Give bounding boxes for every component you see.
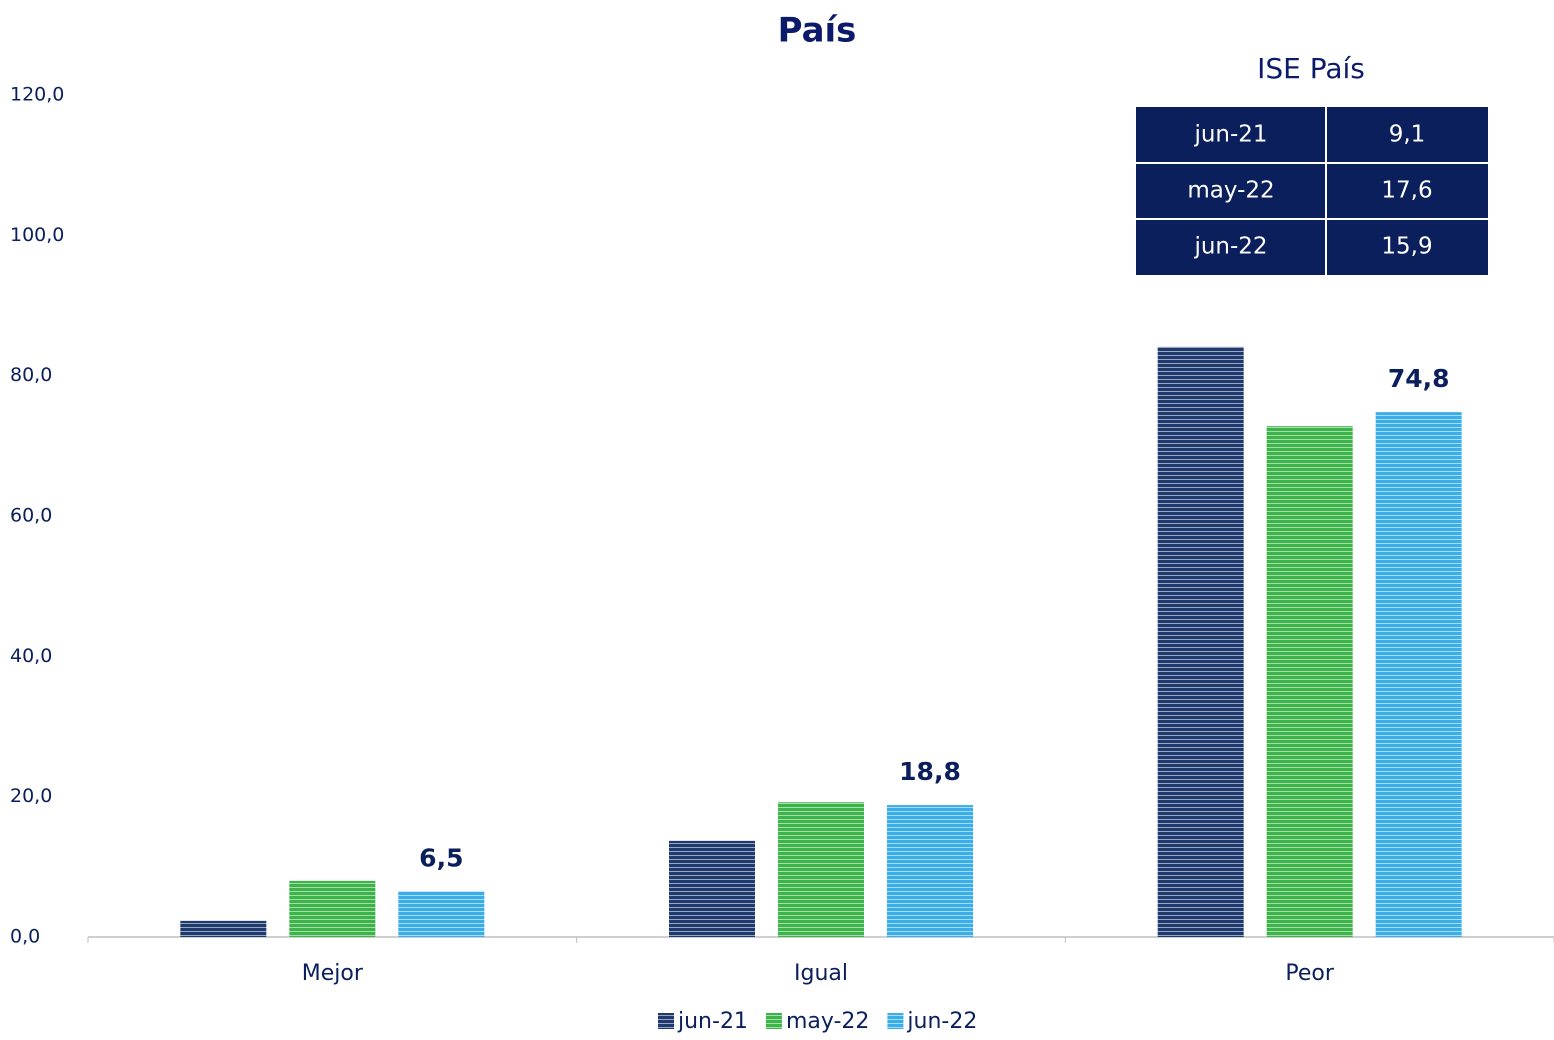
y-tick-label: 120,0: [10, 84, 64, 106]
legend-swatch: [765, 1013, 782, 1029]
table-cell: 9,1: [1389, 122, 1426, 148]
bar: [398, 891, 485, 937]
inset-table: [1136, 107, 1488, 275]
y-tick-label: 20,0: [10, 785, 52, 807]
table-cell: 15,9: [1381, 234, 1432, 260]
bar: [887, 805, 973, 937]
x-tick-label: Mejor: [302, 961, 364, 986]
legend-label: jun-22: [906, 1009, 977, 1034]
data-label: 74,8: [1388, 364, 1450, 393]
table-cell: may-22: [1187, 178, 1274, 204]
data-label: 18,8: [899, 757, 961, 786]
bar: [1375, 412, 1462, 937]
legend-label: jun-21: [677, 1009, 748, 1034]
table-cell: jun-21: [1193, 122, 1267, 148]
bar: [778, 802, 864, 937]
table-cell: jun-22: [1193, 234, 1267, 260]
x-tick-label: Peor: [1285, 961, 1334, 986]
table-cell: 17,6: [1381, 178, 1432, 204]
legend-swatch: [658, 1013, 674, 1029]
y-tick-label: 0,0: [10, 926, 40, 948]
bar: [669, 840, 755, 937]
chart-title: País: [778, 11, 857, 51]
x-tick-label: Igual: [794, 961, 848, 986]
y-tick-label: 100,0: [10, 224, 64, 246]
bar: [1266, 426, 1353, 937]
bar: [1157, 346, 1244, 938]
bar: [180, 920, 267, 937]
y-tick-label: 80,0: [10, 364, 52, 386]
data-label: 6,5: [419, 843, 463, 872]
legend-swatch: [887, 1013, 904, 1029]
y-tick-label: 40,0: [10, 645, 52, 667]
y-tick-label: 60,0: [10, 505, 52, 527]
legend-label: may-22: [786, 1009, 869, 1034]
inset-table-title: ISE País: [1257, 52, 1365, 85]
bar: [289, 880, 376, 937]
